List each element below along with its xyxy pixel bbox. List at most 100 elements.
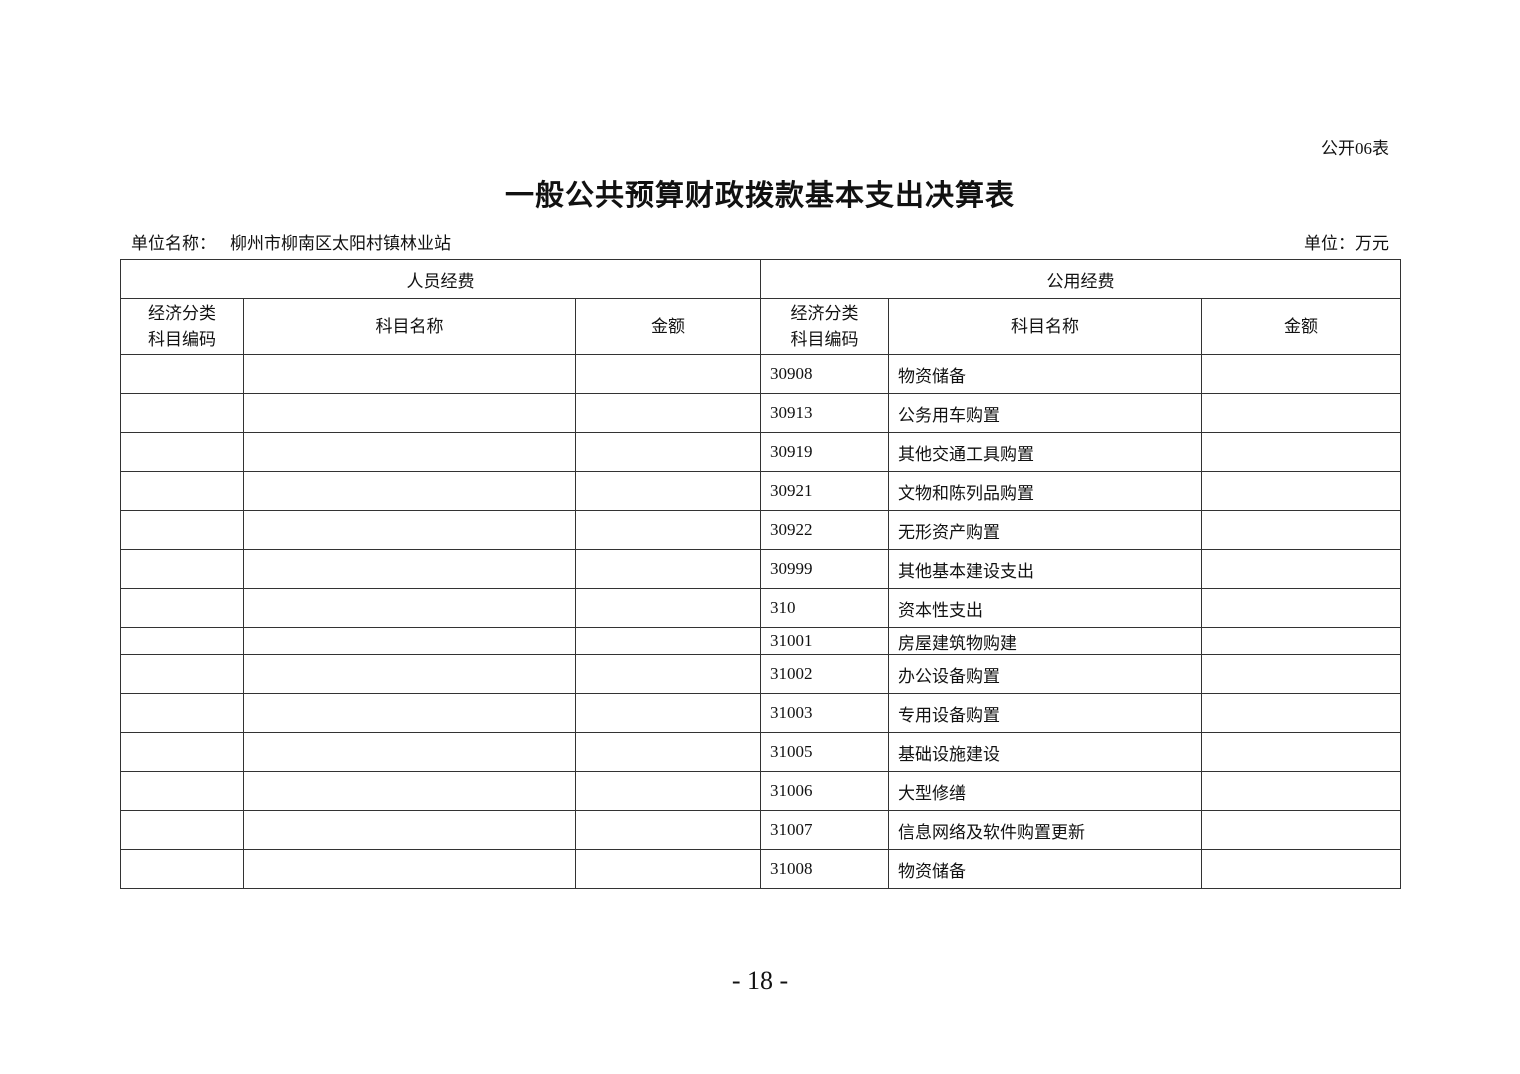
cell-public-amount — [1201, 432, 1401, 472]
form-number: 公开06表 — [1321, 139, 1389, 158]
cell-personnel-code — [120, 627, 244, 655]
cell-public-amount — [1201, 693, 1401, 733]
group-header-public: 公用经费 — [760, 259, 1401, 299]
cell-personnel-name — [243, 732, 576, 772]
cell-public-name: 房屋建筑物购建 — [888, 627, 1202, 655]
currency-unit: 单位：万元 — [1304, 234, 1389, 253]
cell-public-code: 31008 — [760, 849, 889, 889]
cell-personnel-name — [243, 471, 576, 511]
cell-personnel-name — [243, 627, 576, 655]
cell-public-name: 办公设备购置 — [888, 654, 1202, 694]
cell-public-amount — [1201, 471, 1401, 511]
col-header-code-line2: 科目编码 — [790, 329, 859, 349]
cell-personnel-amount — [575, 627, 761, 655]
table-row: 31005 基础设施建设 — [120, 732, 1401, 772]
cell-public-amount — [1201, 588, 1401, 628]
cell-public-name: 物资储备 — [888, 849, 1202, 889]
cell-personnel-code — [120, 849, 244, 889]
cell-public-code: 31007 — [760, 810, 889, 850]
cell-personnel-amount — [575, 771, 761, 811]
table-row: 31003 专用设备购置 — [120, 693, 1401, 733]
unit-name-line: 单位名称： 柳州市柳南区太阳村镇林业站 — [131, 229, 451, 254]
cell-personnel-code — [120, 588, 244, 628]
cell-personnel-amount — [575, 549, 761, 589]
cell-public-code: 31002 — [760, 654, 889, 694]
col-header-code: 经济分类 科目编码 — [760, 298, 889, 355]
group-header-row: 人员经费 公用经费 — [120, 259, 1401, 299]
table-row: 310 资本性支出 — [120, 588, 1401, 628]
cell-personnel-amount — [575, 471, 761, 511]
cell-personnel-code — [120, 771, 244, 811]
expenditure-table: 人员经费 公用经费 经济分类 科目编码 科目名称 金额 经济分类 科目编码 科目名称… — [120, 259, 1401, 889]
cell-public-code: 30913 — [760, 393, 889, 433]
cell-personnel-name — [243, 393, 576, 433]
cell-public-name: 基础设施建设 — [888, 732, 1202, 772]
col-header-code-line1: 经济分类 — [790, 303, 859, 323]
cell-personnel-code — [120, 732, 244, 772]
cell-public-amount — [1201, 732, 1401, 772]
cell-personnel-name — [243, 432, 576, 472]
cell-public-code: 31005 — [760, 732, 889, 772]
page-number: - 18 - — [731, 966, 789, 995]
cell-personnel-name — [243, 810, 576, 850]
cell-personnel-amount — [575, 354, 761, 394]
table-row: 30999 其他基本建设支出 — [120, 549, 1401, 589]
cell-personnel-name — [243, 354, 576, 394]
cell-public-name: 文物和陈列品购置 — [888, 471, 1202, 511]
cell-personnel-code — [120, 354, 244, 394]
cell-public-name: 其他交通工具购置 — [888, 432, 1202, 472]
cell-personnel-amount — [575, 654, 761, 694]
cell-public-amount — [1201, 771, 1401, 811]
col-header-name: 科目名称 — [888, 298, 1202, 355]
cell-public-amount — [1201, 393, 1401, 433]
table-row: 30919 其他交通工具购置 — [120, 432, 1401, 472]
cell-personnel-code — [120, 432, 244, 472]
cell-personnel-name — [243, 588, 576, 628]
cell-public-name: 资本性支出 — [888, 588, 1202, 628]
cell-public-code: 31006 — [760, 771, 889, 811]
cell-personnel-code — [120, 510, 244, 550]
cell-personnel-amount — [575, 732, 761, 772]
cell-public-amount — [1201, 849, 1401, 889]
cell-public-name: 公务用车购置 — [888, 393, 1202, 433]
table-row: 30908 物资储备 — [120, 354, 1401, 394]
cell-personnel-amount — [575, 432, 761, 472]
cell-personnel-amount — [575, 510, 761, 550]
cell-personnel-code — [120, 810, 244, 850]
column-header-row: 经济分类 科目编码 科目名称 金额 经济分类 科目编码 科目名称 金额 — [120, 298, 1401, 355]
cell-personnel-amount — [575, 693, 761, 733]
cell-public-code: 30908 — [760, 354, 889, 394]
cell-public-name: 专用设备购置 — [888, 693, 1202, 733]
cell-public-amount — [1201, 510, 1401, 550]
table-row: 31001 房屋建筑物购建 — [120, 627, 1401, 655]
cell-public-amount — [1201, 654, 1401, 694]
page-title: 一般公共预算财政拨款基本支出决算表 — [504, 180, 1015, 212]
table-row: 31002 办公设备购置 — [120, 654, 1401, 694]
cell-public-name: 其他基本建设支出 — [888, 549, 1202, 589]
cell-personnel-code — [120, 693, 244, 733]
cell-public-code: 30999 — [760, 549, 889, 589]
cell-public-code: 30919 — [760, 432, 889, 472]
cell-personnel-name — [243, 849, 576, 889]
cell-public-name: 物资储备 — [888, 354, 1202, 394]
table-row: 30922 无形资产购置 — [120, 510, 1401, 550]
col-header-amount: 金额 — [575, 298, 761, 355]
table-row: 31006 大型修缮 — [120, 771, 1401, 811]
cell-public-amount — [1201, 549, 1401, 589]
col-header-amount: 金额 — [1201, 298, 1401, 355]
cell-personnel-code — [120, 549, 244, 589]
cell-public-code: 30922 — [760, 510, 889, 550]
cell-public-name: 无形资产购置 — [888, 510, 1202, 550]
cell-personnel-name — [243, 693, 576, 733]
unit-name-value: 柳州市柳南区太阳村镇林业站 — [230, 234, 451, 253]
cell-personnel-code — [120, 654, 244, 694]
col-header-code: 经济分类 科目编码 — [120, 298, 244, 355]
table-row: 31008 物资储备 — [120, 849, 1401, 889]
table-row: 31007 信息网络及软件购置更新 — [120, 810, 1401, 850]
col-header-code-line2: 科目编码 — [148, 329, 216, 349]
cell-public-amount — [1201, 810, 1401, 850]
cell-personnel-amount — [575, 810, 761, 850]
cell-personnel-name — [243, 771, 576, 811]
cell-personnel-name — [243, 654, 576, 694]
cell-public-name: 大型修缮 — [888, 771, 1202, 811]
